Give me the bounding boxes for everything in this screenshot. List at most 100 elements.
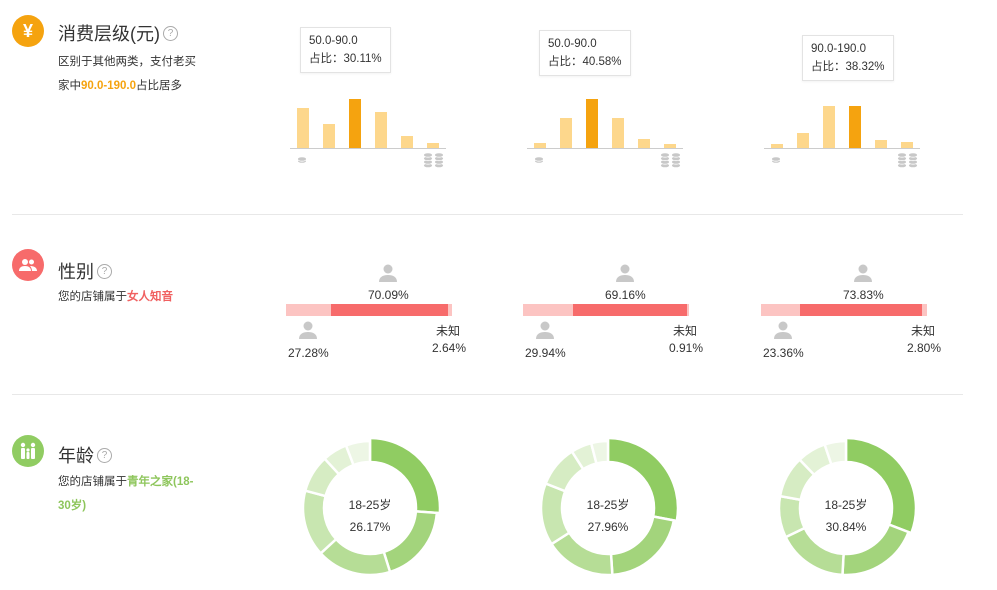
male-icon bbox=[773, 320, 793, 345]
female-bar[interactable] bbox=[572, 304, 688, 316]
consumption-desc-prefix: 家中 bbox=[58, 80, 81, 92]
age-desc-highlight: 青年之家(18- bbox=[127, 476, 194, 488]
age-desc-highlight2: 30岁) bbox=[58, 500, 87, 512]
bar[interactable] bbox=[401, 136, 413, 148]
bar[interactable] bbox=[323, 124, 335, 148]
age-label: 18-25岁 bbox=[586, 498, 630, 512]
female-percent: 69.16% bbox=[605, 288, 646, 302]
gender-desc-highlight: 女人知音 bbox=[127, 291, 173, 303]
male-bar[interactable] bbox=[523, 304, 573, 316]
age-donut bbox=[539, 436, 680, 577]
bar[interactable] bbox=[297, 108, 309, 148]
donut-segment[interactable] bbox=[344, 439, 372, 467]
gender-title: 性别 ? bbox=[58, 258, 112, 284]
coins-stack-icon bbox=[423, 151, 445, 174]
consumption-desc-suffix: 占比居多 bbox=[136, 80, 182, 92]
donut-segment[interactable] bbox=[606, 436, 680, 523]
female-bar[interactable] bbox=[331, 304, 448, 316]
family-icon bbox=[12, 435, 44, 467]
divider bbox=[12, 394, 963, 395]
male-bar[interactable] bbox=[286, 304, 332, 316]
bar[interactable] bbox=[849, 106, 861, 148]
male-percent: 27.28% bbox=[288, 346, 329, 360]
unknown-percent: 2.64% bbox=[432, 341, 467, 355]
male-percent: 23.36% bbox=[763, 346, 804, 360]
unknown-bar[interactable] bbox=[922, 304, 927, 316]
coin-icon bbox=[297, 153, 307, 171]
donut-segment[interactable] bbox=[823, 439, 848, 466]
age-title: 年龄 ? bbox=[58, 442, 112, 468]
bar[interactable] bbox=[771, 144, 783, 148]
bar[interactable] bbox=[586, 99, 598, 148]
divider bbox=[12, 214, 963, 215]
male-percent: 29.94% bbox=[525, 346, 566, 360]
age-donut bbox=[777, 436, 918, 577]
unknown-percent: 2.80% bbox=[907, 341, 942, 355]
donut-segment[interactable] bbox=[368, 436, 442, 515]
bar[interactable] bbox=[349, 99, 361, 148]
help-icon[interactable]: ? bbox=[97, 447, 112, 463]
bar[interactable] bbox=[375, 112, 387, 148]
male-icon bbox=[298, 320, 318, 345]
coins-stack-icon bbox=[897, 151, 919, 174]
age-desc-line1: 您的店铺属于青年之家(18- bbox=[58, 470, 193, 494]
consumption-title-text: 消费层级(元) bbox=[58, 24, 160, 44]
age-label: 18-25岁 bbox=[824, 498, 868, 512]
tooltip-range: 50.0-90.0 bbox=[548, 38, 597, 50]
coins-stack-icon bbox=[660, 151, 682, 174]
gender-desc-prefix: 您的店铺属于 bbox=[58, 291, 127, 303]
tooltip-range: 50.0-90.0 bbox=[309, 35, 358, 47]
gender-title-text: 性别 bbox=[58, 262, 94, 282]
consumption-desc-line2: 家中90.0-190.0占比居多 bbox=[58, 74, 196, 98]
bar[interactable] bbox=[664, 144, 676, 148]
help-icon[interactable]: ? bbox=[97, 263, 112, 279]
consumption-desc-line1: 区别于其他两类，支付老买 bbox=[58, 56, 196, 68]
tooltip: 50.0-90.0 占比：40.58% bbox=[539, 30, 631, 76]
consumption-desc: 区别于其他两类，支付老买 家中90.0-190.0占比居多 bbox=[58, 50, 196, 98]
bar[interactable] bbox=[638, 139, 650, 148]
age-percent: 30.84% bbox=[825, 520, 867, 534]
tooltip-percent: 占比：30.11% bbox=[309, 53, 382, 65]
consumption-title: 消费层级(元) ? bbox=[58, 20, 178, 46]
baseline bbox=[290, 148, 446, 149]
age-desc: 您的店铺属于青年之家(18- 30岁) bbox=[58, 470, 193, 518]
bar[interactable] bbox=[560, 118, 572, 148]
tooltip-percent: 占比：38.32% bbox=[811, 61, 885, 73]
tooltip: 90.0-190.0 占比：38.32% bbox=[802, 35, 894, 81]
bar[interactable] bbox=[823, 106, 835, 148]
unknown-bar[interactable] bbox=[447, 304, 452, 316]
donut-segment[interactable] bbox=[844, 436, 918, 535]
coin-icon bbox=[534, 153, 544, 171]
bar[interactable] bbox=[797, 133, 809, 148]
bar[interactable] bbox=[534, 143, 546, 148]
donut-segment[interactable] bbox=[783, 526, 845, 577]
age-label: 18-25岁 bbox=[348, 498, 392, 512]
help-icon[interactable]: ? bbox=[163, 25, 178, 41]
donut-segment[interactable] bbox=[777, 494, 807, 539]
age-percent: 27.96% bbox=[587, 520, 629, 534]
bar[interactable] bbox=[901, 142, 913, 148]
unknown-label: 未知 bbox=[436, 324, 461, 338]
gender-desc: 您的店铺属于女人知音 bbox=[58, 285, 173, 309]
tooltip: 50.0-90.0 占比：30.11% bbox=[300, 27, 391, 73]
age-title-text: 年龄 bbox=[58, 446, 94, 466]
tooltip-percent: 占比：40.58% bbox=[548, 56, 622, 68]
bar[interactable] bbox=[875, 140, 887, 148]
age-desc-prefix: 您的店铺属于 bbox=[58, 476, 127, 488]
yuan-icon: ¥ bbox=[12, 15, 44, 47]
donut-segment[interactable] bbox=[589, 439, 610, 465]
female-bar[interactable] bbox=[799, 304, 923, 316]
female-percent: 70.09% bbox=[368, 288, 409, 302]
unknown-label: 未知 bbox=[673, 324, 698, 338]
male-icon bbox=[535, 320, 555, 345]
unknown-bar[interactable] bbox=[687, 304, 690, 316]
unknown-percent: 0.91% bbox=[669, 341, 704, 355]
donut-segment[interactable] bbox=[539, 481, 571, 546]
bar[interactable] bbox=[427, 143, 439, 148]
age-donut bbox=[301, 436, 442, 577]
tooltip-range: 90.0-190.0 bbox=[811, 43, 866, 55]
bar[interactable] bbox=[612, 118, 624, 148]
male-bar[interactable] bbox=[761, 304, 800, 316]
female-icon bbox=[853, 263, 873, 288]
baseline bbox=[527, 148, 683, 149]
